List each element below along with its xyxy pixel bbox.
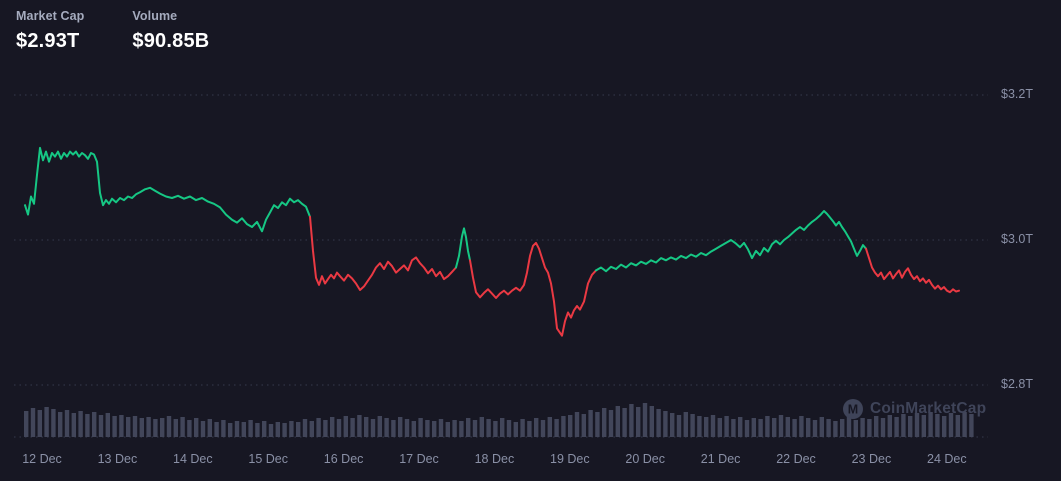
volume-value: $90.85B	[132, 30, 210, 52]
svg-text:M: M	[848, 403, 858, 417]
market-cap-value: $2.93T	[16, 30, 80, 52]
x-axis-label-15-dec: 15 Dec	[248, 452, 288, 466]
watermark-brand: CoinMarketCap	[870, 400, 987, 417]
chart-header: Market Cap $2.93T Volume $90.85B	[16, 9, 209, 53]
x-axis-label-18-dec: 18 Dec	[474, 452, 515, 466]
y-axis-label: $3.0T	[1001, 232, 1033, 246]
x-axis-label-23-dec: 23 Dec	[851, 452, 892, 466]
volume-label: Volume	[132, 9, 178, 23]
coinmarketcap-logo-icon: M	[843, 399, 863, 419]
x-axis-label-12-dec: 12 Dec	[22, 452, 62, 466]
market-cap-label: Market Cap	[16, 9, 85, 23]
volume-stat[interactable]: Volume $90.85B	[132, 9, 209, 53]
coinmarketcap-watermark: M CoinMarketCap	[842, 398, 986, 420]
x-axis-label-24-dec: 24 Dec	[926, 452, 967, 466]
x-axis-label-19-dec: 19 Dec	[549, 452, 590, 466]
x-axis-label-17-dec: 17 Dec	[399, 452, 439, 466]
x-axis-label-14-dec: 14 Dec	[172, 452, 213, 466]
x-axis-label-20-dec: 20 Dec	[625, 452, 665, 466]
y-axis-label: $3.2T	[1001, 87, 1033, 101]
x-axis-label-16-dec: 16 Dec	[323, 452, 364, 466]
x-axis-label-22-dec: 22 Dec	[776, 452, 816, 466]
market-cap-stat[interactable]: Market Cap $2.93T	[16, 9, 84, 53]
x-axis-label-13-dec: 13 Dec	[97, 452, 138, 466]
x-axis-label-21-dec: 21 Dec	[700, 452, 741, 466]
y-axis-label: $2.8T	[1001, 377, 1033, 391]
